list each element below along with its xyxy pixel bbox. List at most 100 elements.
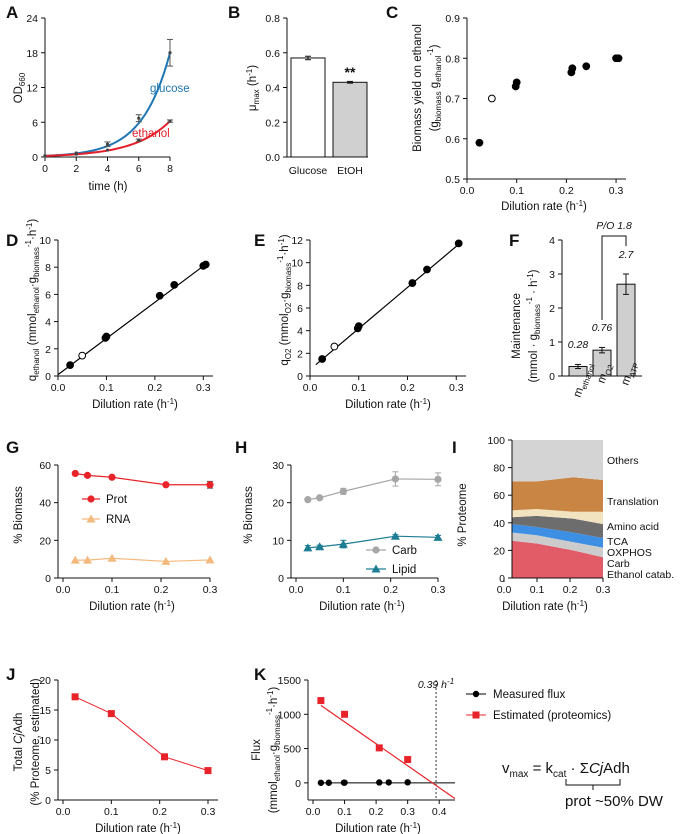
i-axes-y-tick-label: 60 <box>493 490 505 502</box>
panel-d-marks <box>57 260 210 376</box>
panel-g-axes: 0.0 0.1 0.2 0.3 0 20 40 60 <box>39 460 217 596</box>
panel-f-bracket <box>601 235 627 320</box>
panel-d-xlabel: Dilution rate (h-1) <box>92 397 178 411</box>
k-axes-y-tick-label: 500 <box>283 744 301 756</box>
i-axes-x-tick-label: 0.1 <box>530 584 545 596</box>
i-axes-x-tick-label: 0.3 <box>596 584 611 596</box>
a-axes-x-tick-label: 8 <box>167 163 173 175</box>
panel-g-ylabel: % Biomass <box>13 486 25 544</box>
h-axes-y-tick-label: 20 <box>272 498 284 510</box>
panel-h-point-lipid <box>303 543 313 552</box>
equation-note: prot ~50% DW <box>565 793 664 810</box>
panel-b-axes: 0.0 0.2 0.4 0.6 0.8 <box>265 13 368 164</box>
equation-text: vmax = kcat · ΣCjAdh <box>502 760 630 780</box>
panel-i-area-ethanol-catab <box>512 540 603 578</box>
panel-i-areas <box>512 440 603 578</box>
panel-h-axes: 0.0 0.1 0.2 0.3 0 10 20 30 <box>272 460 445 596</box>
d-axes-y-tick-label: 0 <box>45 371 51 383</box>
panel-label-a: A <box>6 3 18 22</box>
c-axes-y-tick-label: 0.8 <box>445 53 460 65</box>
panel-h-legend-carb-marker <box>372 546 380 554</box>
c-axes-x-tick-label: 0.0 <box>460 185 475 197</box>
i-axes-y-tick-label: 20 <box>493 545 505 557</box>
k-axes-x-tick-label: 0.4 <box>432 806 447 818</box>
panel-j-point <box>204 767 212 775</box>
panel-c-point <box>568 64 577 73</box>
panel-j: 0.0 0.1 0.2 0.3 0 5 10 15 20 Dilution rate (h-1)… <box>13 675 218 834</box>
h-axes-y-tick-label: 0 <box>278 573 284 585</box>
panel-h-point-lipid <box>390 531 400 540</box>
panel-f-category-mo2: mO2 <box>596 361 616 385</box>
panel-a-point-ethanol <box>74 152 78 156</box>
panel-h-point-carb <box>391 475 399 483</box>
e-axes-x-tick-label: 0.3 <box>449 382 464 394</box>
a-axes-x-tick-label: 2 <box>73 163 79 175</box>
panel-a-ylabel: OD660 <box>13 72 27 103</box>
panel-a-point-ethanol <box>105 148 110 152</box>
a-axes-x-tick-label: 6 <box>136 163 142 175</box>
g-axes-x-tick-label: 0.0 <box>56 584 71 596</box>
panel-g-legend-prot-marker <box>87 495 95 503</box>
panel-f-value-methanol: 0.28 <box>568 339 589 351</box>
panel-label-h: H <box>235 438 247 457</box>
panel-c-marks <box>475 54 623 147</box>
h-axes-y-tick-label: 30 <box>272 460 284 472</box>
panel-i-ylabel: % Proteome <box>457 483 469 546</box>
panel-e-ylabel: qO2 (mmolO2·gbiomass-1·h-1) <box>276 234 293 365</box>
i-axes-x-tick-label: 0.0 <box>497 584 512 596</box>
h-axes-x-tick-label: 0.1 <box>336 584 351 596</box>
panel-k-legend-measured-marker <box>472 690 480 698</box>
panel-k-point-estimated <box>317 697 325 705</box>
panel-g-point-prot <box>206 481 214 489</box>
panel-i-label-others: Others <box>607 455 639 467</box>
panel-i-area-amino-acid <box>512 509 603 525</box>
panel-g-xlabel: Dilution rate (h-1) <box>89 599 175 613</box>
panel-c-axes: 0.0 0.1 0.2 0.3 0.5 0.6 0.7 0.8 0.9 <box>445 13 626 197</box>
panel-g-line-rna <box>75 557 211 563</box>
panel-h-point-lipid <box>433 532 443 541</box>
e-axes-x-tick-label: 0.1 <box>351 382 366 394</box>
a-axes-y-tick-label: 12 <box>26 83 38 95</box>
panel-j-line <box>74 696 209 772</box>
k-axes-y-tick-label: 1000 <box>278 709 302 721</box>
a-axes-y-tick-label: 18 <box>26 48 38 60</box>
panel-label-j: J <box>6 665 15 684</box>
i-axes-y-tick-label: 100 <box>487 435 505 447</box>
panel-k-point-measured <box>325 779 332 786</box>
k-axes-x-tick-label: 0.3 <box>400 806 415 818</box>
g-axes-y-tick-label: 0 <box>45 573 51 585</box>
panel-h-legend-carb: Carb <box>392 545 417 557</box>
panel-label-d: D <box>6 231 18 250</box>
panel-a-xlabel: time (h) <box>89 181 128 193</box>
panel-i-area-oxphos <box>512 524 603 548</box>
panel-e-xlabel: Dilution rate (h-1) <box>345 397 431 411</box>
panel-g-marks <box>70 469 215 565</box>
c-axes-y-tick-label: 0.7 <box>445 94 460 106</box>
panel-e-point <box>330 342 339 351</box>
panel-h-ylabel: % Biomass <box>243 486 255 544</box>
panel-k-estimated-fit <box>320 704 456 800</box>
panel-e-point <box>423 265 431 274</box>
j-axes-y-tick-label: 15 <box>39 705 51 717</box>
d-axes-x-tick-label: 0.3 <box>196 382 211 394</box>
panel-h-point-carb <box>339 487 347 495</box>
d-axes-x-tick-label: 0.1 <box>99 382 114 394</box>
panel-k-point-estimated <box>341 710 349 718</box>
a-axes-x-tick-label: 4 <box>105 163 111 175</box>
c-axes-x-tick-label: 0.2 <box>559 185 574 197</box>
c-axes-y-tick-label: 0.5 <box>445 174 460 186</box>
c-axes-x-tick-label: 0.3 <box>609 185 624 197</box>
j-axes-y-tick-label: 10 <box>39 735 51 747</box>
panel-j-ylabel: Total CjAdh <box>13 713 25 772</box>
panel-h-point-carb <box>304 496 312 504</box>
panel-a-point-glucose <box>137 116 141 120</box>
h-axes-x-tick-label: 0.0 <box>289 584 304 596</box>
panel-f-po-label: P/O 1.8 <box>596 220 632 232</box>
panel-d-point <box>78 351 87 360</box>
panel-g-point-rna <box>205 555 215 564</box>
d-axes-x-tick-label: 0.0 <box>51 382 66 394</box>
panel-f-marks <box>568 235 636 377</box>
